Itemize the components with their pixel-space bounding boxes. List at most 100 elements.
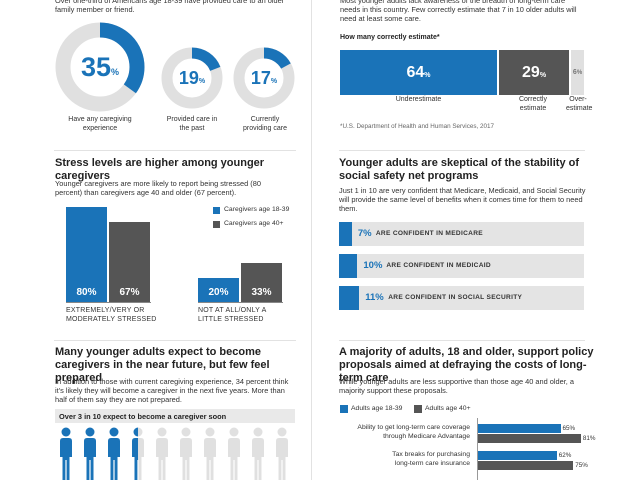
donut-value-pct: % — [111, 67, 120, 77]
confidence-pct: 10% — [363, 260, 383, 271]
estimate-source: *U.S. Department of Health and Human Ser… — [340, 123, 495, 130]
label-line: estimate — [566, 104, 593, 112]
section-divider — [339, 340, 585, 341]
policy-title: A majority of adults, 18 and older, supp… — [339, 346, 594, 384]
confidence-fill — [339, 286, 360, 310]
estimate-label-correct: Correctly estimate — [498, 96, 568, 113]
person-body — [180, 438, 192, 480]
confidence-track — [339, 254, 584, 278]
donut-caption-2: Provided care in the past — [166, 116, 218, 132]
person-icon — [274, 427, 290, 480]
estimate-label-over: Over- estimate — [566, 96, 593, 113]
donut-caption-3: Currently providing care — [243, 116, 287, 132]
donut-value-number: 19 — [178, 67, 199, 88]
label-line: Tax breaks for purchasing — [392, 451, 470, 458]
donut-value-pct: % — [198, 77, 206, 85]
legend-label-old: Caregivers age 40+ — [224, 220, 284, 227]
donut-value-number: 35 — [80, 51, 112, 82]
person-head — [157, 427, 167, 437]
person-head — [181, 427, 191, 437]
estimate-intro: Most younger adults lack awareness of th… — [340, 0, 577, 23]
person-icon — [82, 427, 98, 480]
expect-subhead-bg — [55, 409, 295, 423]
policy-desc: While younger adults are less supportive… — [339, 377, 575, 395]
donut-charts — [55, 22, 295, 112]
person-body — [108, 438, 120, 480]
section-divider — [54, 150, 296, 151]
person-head — [205, 427, 215, 437]
person-icon — [58, 427, 74, 480]
person-head — [253, 427, 263, 437]
estimate-subhead: How many correctly estimate* — [340, 34, 440, 41]
estimate-value: 64 — [406, 63, 425, 81]
donut-slice — [55, 22, 145, 112]
estimate-segment: 29% — [499, 50, 570, 95]
legend-label-young: Caregivers age 18-39 — [224, 206, 290, 213]
person-head — [109, 427, 119, 437]
estimate-segment: 64% — [340, 50, 498, 95]
expect-desc: In addition to those with current caregi… — [55, 377, 289, 404]
confidence-track — [339, 222, 584, 246]
confidence-fill — [339, 222, 352, 246]
person-body — [132, 438, 144, 480]
caregiving-intro: Over one-third of Americans age 18-39 ha… — [55, 0, 285, 14]
label-line: Ability to get long-term care coverage — [357, 424, 470, 431]
donut-value-number: 17 — [250, 67, 271, 88]
person-body — [156, 438, 168, 480]
skeptical-title: Younger adults are skeptical of the stab… — [339, 157, 580, 182]
person-head — [229, 427, 239, 437]
policy-bar-label: 62% — [558, 452, 572, 459]
policy-row-label-2: Tax breaks for purchasing long-term care… — [330, 451, 470, 468]
person-icon — [178, 427, 194, 480]
policy-legend-swatch-old — [414, 405, 422, 413]
estimate-pct: % — [539, 71, 547, 79]
donut-value-3: 17% — [232, 46, 296, 110]
confidence-fill — [339, 254, 358, 278]
policy-axis — [477, 418, 478, 480]
group-label-line: LITTLE STRESSED — [198, 316, 264, 323]
estimate-pct: % — [424, 71, 431, 79]
label-line: Over- — [569, 96, 587, 103]
person-body — [60, 438, 72, 480]
estimate-pct: % — [576, 69, 583, 76]
group-label-line: MODERATELY STRESSED — [66, 316, 157, 323]
expect-subhead: Over 3 in 10 expect to become a caregive… — [59, 412, 227, 421]
policy-bar-young — [478, 451, 557, 460]
label-line: long-term care insurance — [394, 459, 470, 467]
confidence-label: ARE CONFIDENT IN MEDICARE — [375, 230, 483, 237]
person-icon — [250, 427, 266, 480]
stress-bar-label: 20% — [208, 287, 229, 298]
stress-group-label-2: NOT AT ALL/ONLY A LITTLE STRESSED — [198, 306, 267, 324]
policy-bar-label: 65% — [562, 425, 576, 432]
person-body — [252, 438, 264, 480]
person-body — [276, 438, 288, 480]
section-divider — [339, 150, 585, 151]
confidence-pct: 11% — [365, 292, 384, 303]
legend-swatch-old — [213, 221, 220, 228]
person-head — [277, 427, 287, 437]
person-icon — [154, 427, 170, 480]
donut-slice — [161, 47, 223, 109]
stress-title: Stress levels are higher among younger c… — [55, 157, 265, 182]
person-icon — [106, 427, 122, 480]
person-icon — [226, 427, 242, 480]
stress-bar-label: 67% — [119, 287, 140, 298]
stress-bar-old — [241, 262, 282, 302]
baseline — [198, 302, 283, 303]
policy-bar-old — [478, 461, 574, 470]
stress-bar-label: 33% — [251, 287, 272, 298]
policy-row-label-1: Ability to get long-term care coverage t… — [330, 424, 470, 441]
stress-bar-young — [198, 278, 239, 302]
skeptical-desc: Just 1 in 10 are very confident that Med… — [339, 186, 586, 213]
person-head — [61, 427, 71, 437]
policy-legend-label-old: Adults age 40+ — [425, 405, 471, 412]
confidence-pct: 7% — [357, 228, 372, 239]
policy-bar-label: 81% — [582, 435, 596, 442]
column-divider — [311, 0, 312, 480]
confidence-track — [339, 286, 584, 310]
person-icon — [202, 427, 218, 480]
stress-bar-young — [66, 206, 107, 302]
baseline — [66, 302, 151, 303]
stress-group-label-1: EXTREMELY/VERY OR MODERATELY STRESSED — [66, 306, 157, 324]
estimate-value: 29 — [522, 63, 540, 81]
